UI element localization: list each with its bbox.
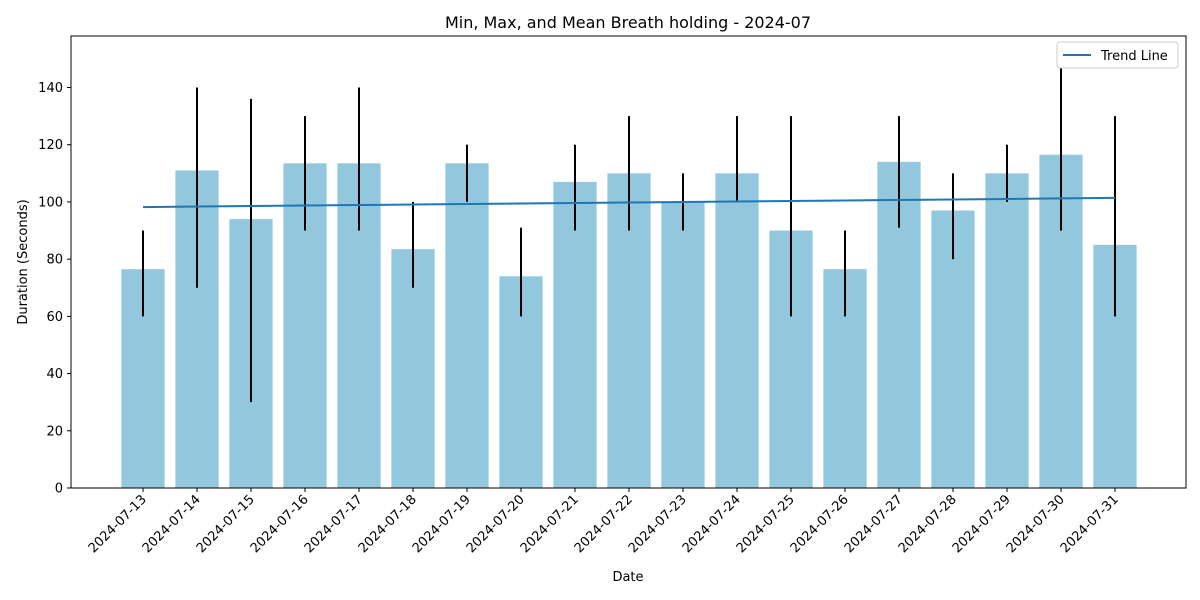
x-axis-label: Date	[612, 570, 643, 585]
x-tick-label: 2024-07-31	[1058, 492, 1122, 556]
bar-2024-07-24	[715, 173, 759, 488]
bar-2024-07-18	[391, 249, 435, 488]
legend-box	[1056, 41, 1179, 69]
y-axis-label: Duration (Seconds)	[16, 199, 31, 324]
bar-2024-07-19	[445, 163, 489, 488]
y-tick-label: 120	[38, 138, 63, 153]
x-axis: 2024-07-132024-07-142024-07-152024-07-16…	[86, 488, 1122, 556]
bar-2024-07-29	[985, 173, 1029, 488]
legend-trend-label: Trend Line	[1100, 49, 1168, 64]
bar-2024-07-21	[553, 181, 597, 488]
y-tick-label: 140	[38, 81, 63, 96]
y-tick-label: 60	[46, 310, 63, 325]
trend-line	[142, 196, 1116, 209]
bar-2024-07-23	[661, 201, 705, 488]
y-tick-label: 0	[55, 482, 63, 497]
y-tick-label: 80	[46, 253, 63, 268]
bars-layer	[121, 154, 1137, 489]
legend: Trend Line	[1056, 41, 1179, 69]
errorbars-layer	[142, 58, 1116, 403]
y-tick-label: 20	[46, 424, 63, 439]
y-axis: 0 20 40 60 80 100 120 140	[38, 81, 71, 497]
y-tick-label: 100	[38, 195, 63, 210]
y-tick-label: 40	[46, 367, 63, 382]
chart-title: Min, Max, and Mean Breath holding - 2024…	[445, 13, 811, 32]
